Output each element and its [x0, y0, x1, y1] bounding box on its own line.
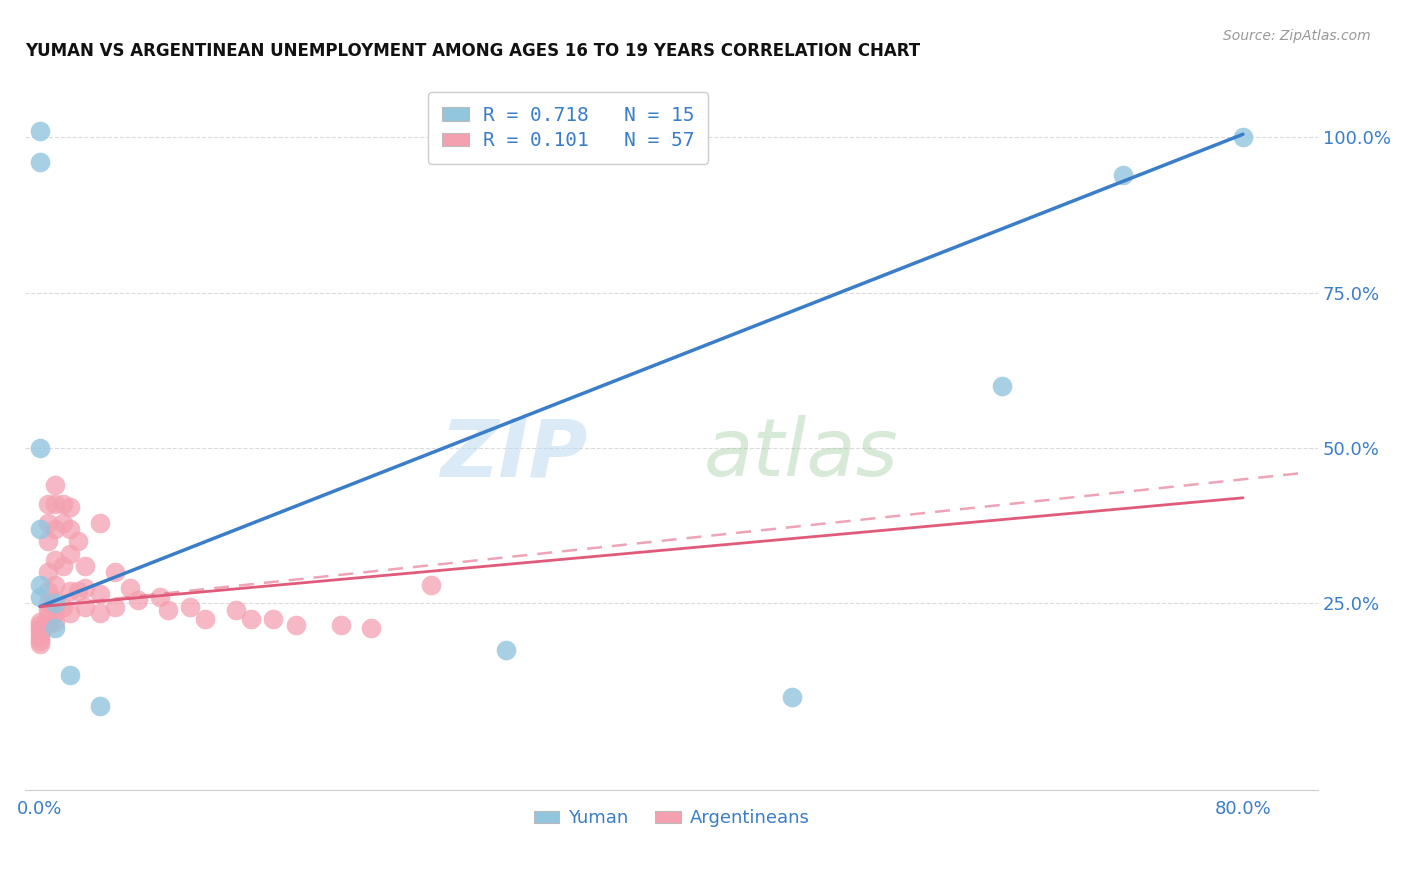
Point — [28, 591, 51, 605]
Point — [75, 559, 97, 574]
Point — [37, 497, 59, 511]
Point — [1111, 168, 1133, 182]
Text: ZIP: ZIP — [440, 415, 588, 493]
Point — [52, 559, 75, 574]
Point — [37, 603, 59, 617]
Point — [239, 612, 262, 626]
Point — [420, 578, 443, 592]
Point — [75, 581, 97, 595]
Point — [44, 553, 66, 567]
Point — [28, 124, 51, 138]
Point — [179, 599, 201, 614]
Point — [44, 597, 66, 611]
Point — [149, 591, 172, 605]
Point — [28, 627, 51, 641]
Point — [44, 606, 66, 620]
Point — [44, 593, 66, 607]
Point — [1232, 130, 1254, 145]
Legend: Yuman, Argentineans: Yuman, Argentineans — [526, 802, 817, 835]
Point — [28, 633, 51, 648]
Point — [28, 441, 51, 455]
Point — [59, 500, 82, 515]
Point — [991, 379, 1014, 393]
Point — [28, 578, 51, 592]
Point — [44, 578, 66, 592]
Point — [28, 618, 51, 632]
Point — [89, 516, 111, 530]
Point — [37, 516, 59, 530]
Point — [156, 603, 179, 617]
Point — [28, 637, 51, 651]
Point — [44, 478, 66, 492]
Point — [28, 522, 51, 536]
Point — [89, 698, 111, 713]
Point — [89, 587, 111, 601]
Point — [225, 603, 247, 617]
Point — [28, 624, 51, 639]
Point — [194, 612, 217, 626]
Text: YUMAN VS ARGENTINEAN UNEMPLOYMENT AMONG AGES 16 TO 19 YEARS CORRELATION CHART: YUMAN VS ARGENTINEAN UNEMPLOYMENT AMONG … — [25, 42, 920, 60]
Point — [37, 608, 59, 623]
Point — [66, 584, 89, 599]
Point — [52, 497, 75, 511]
Point — [37, 584, 59, 599]
Point — [104, 599, 127, 614]
Text: atlas: atlas — [703, 415, 898, 493]
Point — [37, 618, 59, 632]
Point — [44, 497, 66, 511]
Point — [59, 522, 82, 536]
Point — [28, 631, 51, 645]
Point — [37, 534, 59, 549]
Point — [44, 621, 66, 635]
Point — [52, 516, 75, 530]
Point — [28, 621, 51, 635]
Point — [52, 599, 75, 614]
Point — [28, 615, 51, 629]
Point — [75, 599, 97, 614]
Point — [329, 618, 352, 632]
Point — [262, 612, 284, 626]
Point — [104, 566, 127, 580]
Text: Source: ZipAtlas.com: Source: ZipAtlas.com — [1223, 29, 1371, 43]
Point — [127, 593, 149, 607]
Point — [89, 606, 111, 620]
Point — [28, 155, 51, 169]
Point — [284, 618, 307, 632]
Point — [59, 606, 82, 620]
Point — [37, 597, 59, 611]
Point — [44, 522, 66, 536]
Point — [66, 534, 89, 549]
Point — [59, 668, 82, 682]
Point — [44, 615, 66, 629]
Point — [360, 621, 382, 635]
Point — [120, 581, 142, 595]
Point — [59, 584, 82, 599]
Point — [37, 566, 59, 580]
Point — [495, 643, 517, 657]
Point — [780, 690, 803, 704]
Point — [59, 547, 82, 561]
